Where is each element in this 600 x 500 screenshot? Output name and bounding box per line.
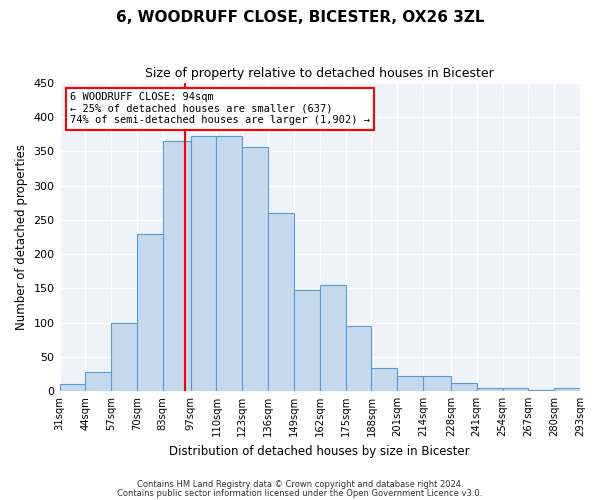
Bar bbox=[85, 372, 111, 391]
Text: Contains HM Land Registry data © Crown copyright and database right 2024.: Contains HM Land Registry data © Crown c… bbox=[137, 480, 463, 489]
Bar bbox=[137, 234, 163, 391]
Bar bbox=[451, 384, 477, 391]
Bar bbox=[529, 390, 554, 391]
Bar bbox=[191, 136, 217, 391]
Bar bbox=[477, 388, 503, 391]
Bar bbox=[554, 388, 580, 391]
Bar bbox=[268, 213, 294, 391]
Bar bbox=[371, 368, 397, 391]
Bar bbox=[346, 326, 371, 391]
Text: Contains public sector information licensed under the Open Government Licence v3: Contains public sector information licen… bbox=[118, 488, 482, 498]
Bar bbox=[503, 388, 529, 391]
Bar bbox=[111, 322, 137, 391]
Bar bbox=[163, 141, 191, 391]
Bar bbox=[397, 376, 423, 391]
Text: 6, WOODRUFF CLOSE, BICESTER, OX26 3ZL: 6, WOODRUFF CLOSE, BICESTER, OX26 3ZL bbox=[116, 10, 484, 25]
Text: 6 WOODRUFF CLOSE: 94sqm
← 25% of detached houses are smaller (637)
74% of semi-d: 6 WOODRUFF CLOSE: 94sqm ← 25% of detache… bbox=[70, 92, 370, 126]
Y-axis label: Number of detached properties: Number of detached properties bbox=[15, 144, 28, 330]
Title: Size of property relative to detached houses in Bicester: Size of property relative to detached ho… bbox=[145, 68, 494, 80]
X-axis label: Distribution of detached houses by size in Bicester: Distribution of detached houses by size … bbox=[169, 444, 470, 458]
Bar bbox=[217, 136, 242, 391]
Bar bbox=[423, 376, 451, 391]
Bar bbox=[59, 384, 85, 391]
Bar bbox=[294, 290, 320, 391]
Bar bbox=[320, 285, 346, 391]
Bar bbox=[242, 146, 268, 391]
